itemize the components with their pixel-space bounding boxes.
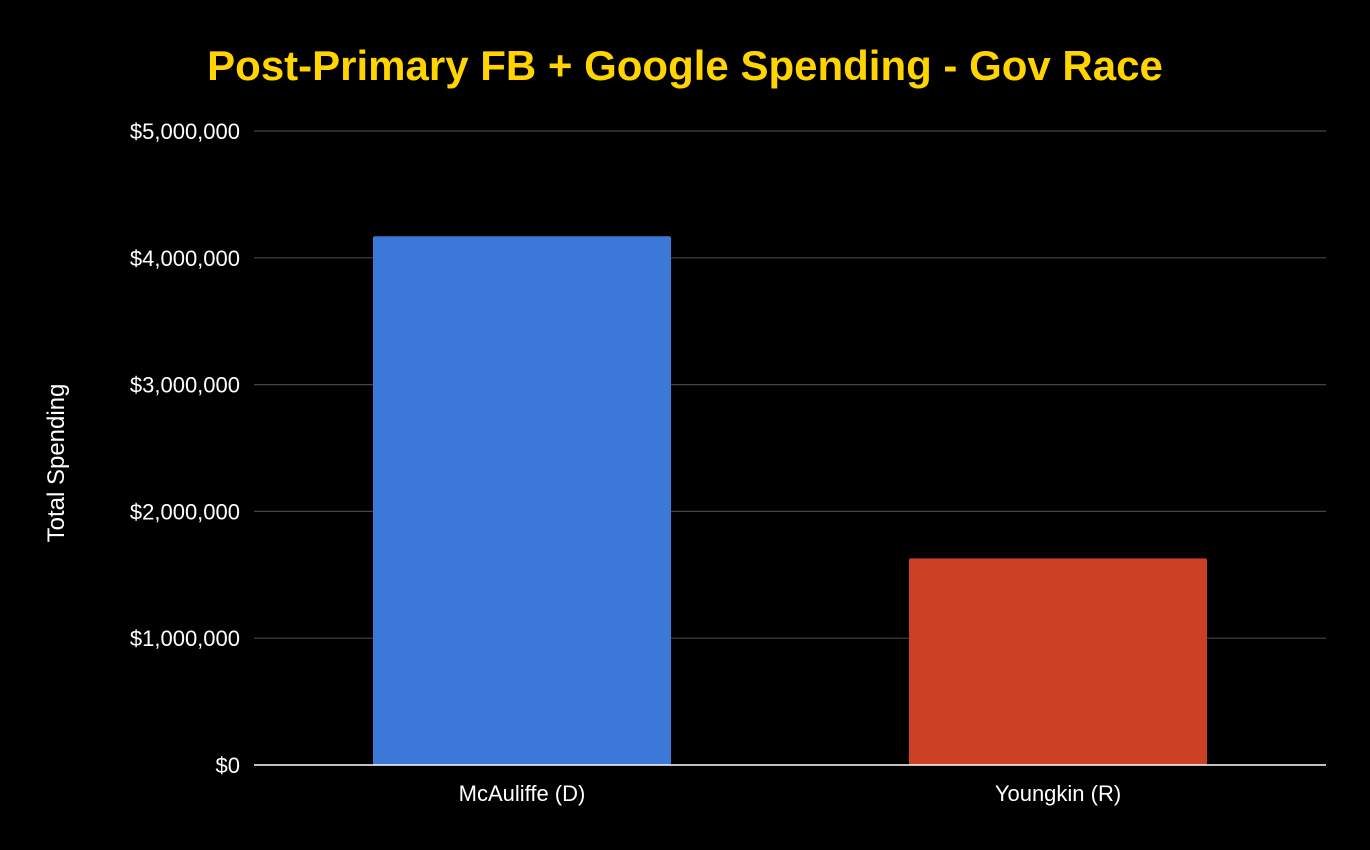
bar-mcauliffe-d — [373, 236, 671, 765]
bars — [373, 236, 1207, 765]
y-tick-label: $5,000,000 — [130, 119, 240, 144]
y-tick-label: $0 — [216, 753, 240, 778]
x-axis-tick-labels: McAuliffe (D) Youngkin (R) — [459, 781, 1122, 806]
y-tick-label: $2,000,000 — [130, 499, 240, 524]
y-tick-label: $1,000,000 — [130, 626, 240, 651]
y-axis-tick-labels: $0 $1,000,000 $2,000,000 $3,000,000 $4,000,0… — [130, 119, 240, 778]
x-tick-label: Youngkin (R) — [995, 781, 1121, 806]
y-tick-label: $3,000,000 — [130, 373, 240, 398]
y-axis-title: Total Spending — [43, 384, 70, 543]
y-tick-label: $4,000,000 — [130, 246, 240, 271]
x-tick-label: McAuliffe (D) — [459, 781, 586, 806]
bar-youngkin-r — [909, 558, 1207, 765]
chart-title: Post-Primary FB + Google Spending - Gov … — [207, 42, 1163, 89]
